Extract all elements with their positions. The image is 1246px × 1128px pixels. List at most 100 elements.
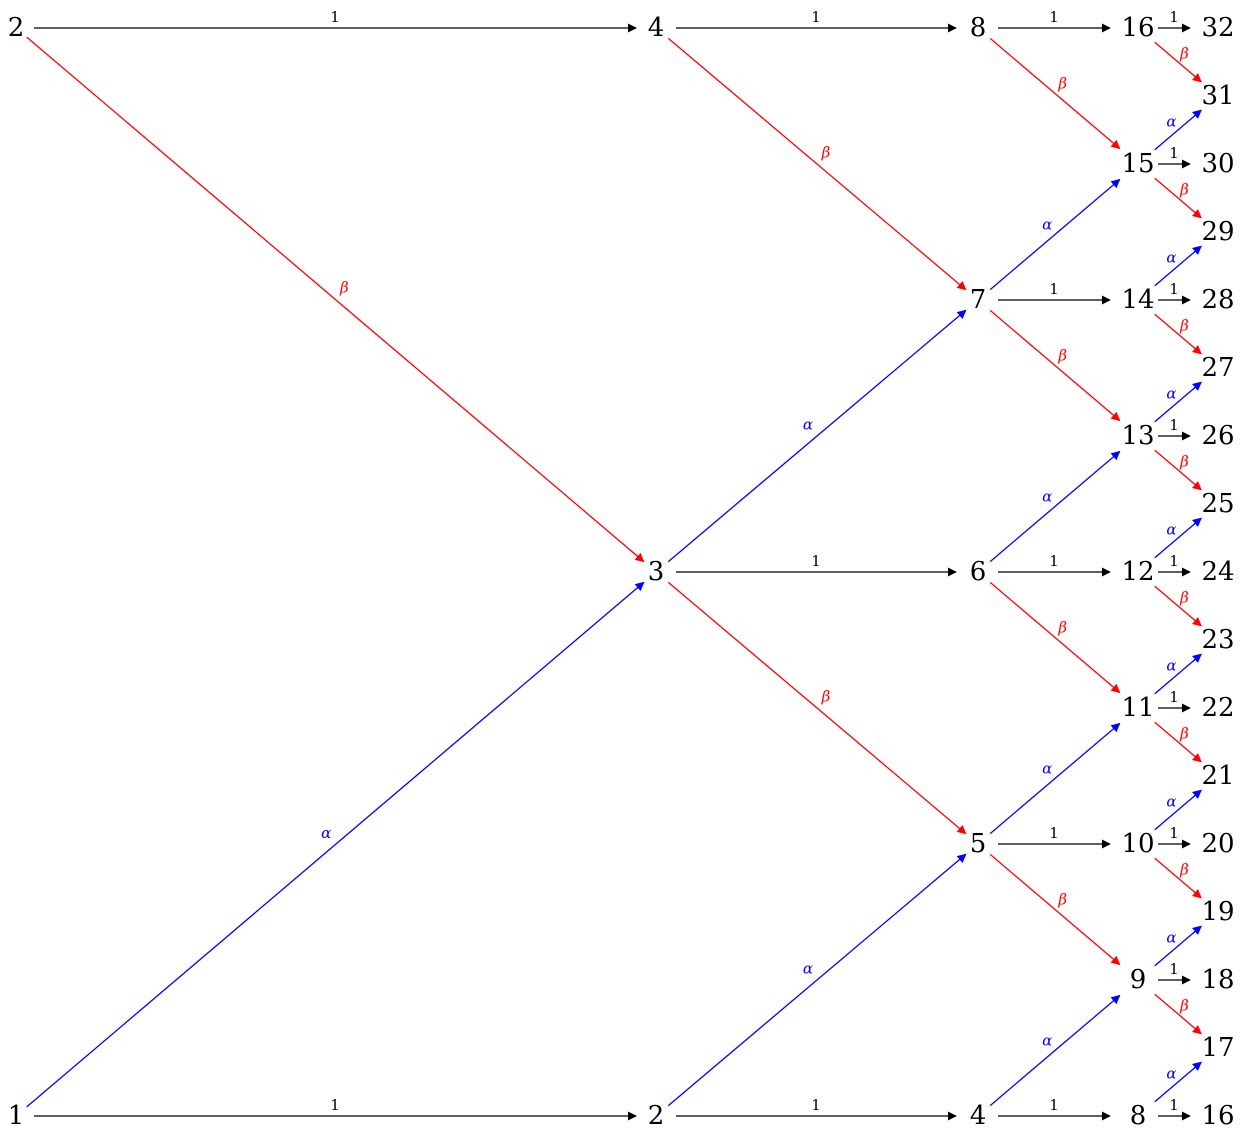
edge-label-one: 1 — [330, 8, 340, 26]
edge-line — [989, 309, 1121, 422]
edge-alpha: α — [989, 178, 1121, 291]
node-c3_11: 11 — [1121, 693, 1154, 723]
edge-line — [1154, 41, 1202, 83]
edge-one: 1 — [1158, 688, 1191, 713]
edge-line — [1154, 993, 1202, 1035]
edge-alpha: α — [26, 581, 645, 1108]
edge-line — [989, 722, 1121, 835]
edge-label-one: 1 — [1049, 1096, 1059, 1114]
edge-label-one: 1 — [1169, 688, 1179, 706]
node-c4_22: 22 — [1201, 693, 1234, 723]
node-c3_9: 9 — [1130, 965, 1147, 995]
edge-line — [1154, 789, 1202, 831]
edge-one: 1 — [1158, 144, 1191, 169]
edge-one: 1 — [998, 280, 1111, 305]
edge-beta: β — [1154, 585, 1202, 627]
edge-alpha: α — [1154, 925, 1202, 967]
node-c4_29: 29 — [1201, 217, 1234, 247]
edge-line — [989, 450, 1121, 563]
edge-line — [1154, 857, 1202, 899]
node-c4_31: 31 — [1201, 81, 1234, 111]
node-c3_10: 10 — [1121, 829, 1154, 859]
node-c4_25: 25 — [1201, 489, 1234, 519]
edge-alpha: α — [989, 450, 1121, 563]
edge-label-beta: β — [1179, 860, 1189, 878]
edge-alpha: α — [1154, 789, 1202, 831]
edge-line — [989, 178, 1121, 291]
nodes-layer: 2143287654161514131211109832313029282726… — [8, 13, 1235, 1128]
node-c4_17: 17 — [1201, 1033, 1234, 1063]
node-c2_8: 8 — [970, 13, 987, 43]
edge-label-alpha: α — [1166, 520, 1176, 538]
edge-beta: β — [1154, 449, 1202, 491]
edge-line — [1154, 449, 1202, 491]
edge-label-alpha: α — [1166, 112, 1176, 130]
node-c0_bot: 1 — [8, 1101, 25, 1128]
edge-label-beta: β — [1179, 180, 1189, 198]
edge-beta: β — [1154, 857, 1202, 899]
node-c4_28: 28 — [1201, 285, 1234, 315]
edge-one: 1 — [1158, 1096, 1191, 1121]
node-c3_12: 12 — [1121, 557, 1154, 587]
node-c3_16: 16 — [1121, 13, 1154, 43]
edge-label-one: 1 — [1169, 960, 1179, 978]
edge-one: 1 — [998, 8, 1111, 33]
edge-one: 1 — [1158, 552, 1191, 577]
edges-layer: 1βα11βα1βα11βα1βα1βα1βα11βα1βα1βα1βα1βα1… — [26, 8, 1202, 1121]
edge-label-alpha: α — [321, 824, 331, 842]
edge-beta: β — [989, 853, 1121, 966]
edge-line — [667, 309, 967, 563]
edge-one: 1 — [998, 824, 1111, 849]
edge-alpha: α — [1154, 517, 1202, 559]
edge-label-beta: β — [1057, 890, 1067, 908]
node-c2_5: 5 — [970, 829, 987, 859]
node-c4_27: 27 — [1201, 353, 1234, 383]
edge-beta: β — [667, 37, 967, 291]
edge-line — [667, 37, 967, 291]
edge-label-one: 1 — [330, 1096, 340, 1114]
edge-line — [989, 37, 1121, 150]
edge-beta: β — [1154, 41, 1202, 83]
node-c4_16: 16 — [1201, 1101, 1234, 1128]
node-c2_4: 4 — [970, 1101, 987, 1128]
node-c4_19: 19 — [1201, 897, 1234, 927]
edge-one: 1 — [1158, 960, 1191, 985]
edge-one: 1 — [1158, 416, 1191, 441]
edge-line — [1154, 109, 1202, 151]
edge-label-one: 1 — [1049, 8, 1059, 26]
node-c3_8: 8 — [1130, 1101, 1147, 1128]
edge-line — [1154, 381, 1202, 423]
edge-label-one: 1 — [1169, 8, 1179, 26]
edge-alpha: α — [1154, 109, 1202, 151]
edge-label-alpha: α — [803, 959, 813, 977]
edge-label-beta: β — [1179, 452, 1189, 470]
node-c1_mid: 3 — [648, 557, 665, 587]
edge-label-one: 1 — [1169, 280, 1179, 298]
edge-alpha: α — [667, 309, 967, 563]
node-c2_7: 7 — [970, 285, 987, 315]
edge-one: 1 — [998, 1096, 1111, 1121]
node-c2_6: 6 — [970, 557, 987, 587]
edge-line — [1154, 721, 1202, 763]
edge-beta: β — [1154, 313, 1202, 355]
edge-line — [1154, 1061, 1202, 1103]
node-c4_21: 21 — [1201, 761, 1234, 791]
edge-line — [989, 581, 1121, 694]
edge-label-beta: β — [1179, 44, 1189, 62]
edge-label-one: 1 — [1049, 280, 1059, 298]
edge-beta: β — [989, 37, 1121, 150]
edge-alpha: α — [1154, 245, 1202, 287]
edge-label-alpha: α — [803, 415, 813, 433]
edge-label-beta: β — [1179, 316, 1189, 334]
edge-beta: β — [989, 309, 1121, 422]
node-c3_13: 13 — [1121, 421, 1154, 451]
edge-alpha: α — [989, 994, 1121, 1107]
node-c4_26: 26 — [1201, 421, 1234, 451]
edge-label-one: 1 — [1169, 1096, 1179, 1114]
edge-label-beta: β — [821, 687, 831, 705]
edge-line — [1154, 313, 1202, 355]
edge-label-beta: β — [1057, 346, 1067, 364]
edge-label-one: 1 — [811, 1096, 821, 1114]
edge-line — [26, 581, 645, 1108]
